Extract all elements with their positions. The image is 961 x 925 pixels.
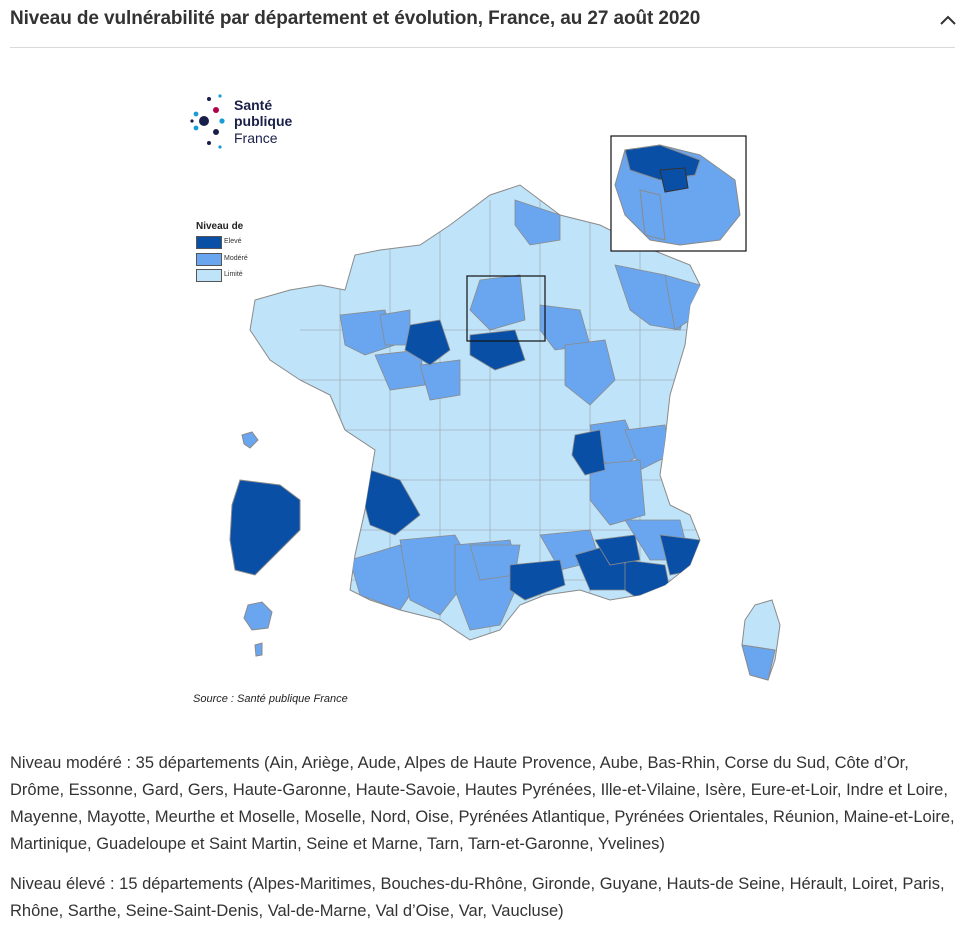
section-title: Niveau de vulnérabilité par département … [10,8,701,29]
legend-title: Niveau de [196,221,244,232]
legend-swatch-modere [196,253,222,266]
collapse-button[interactable] [934,6,961,34]
map-source: Source : Santé publique France [193,693,348,705]
high-level-description: Niveau élevé : 15 départements (Alpes-Ma… [10,875,945,920]
header-divider [10,47,955,48]
legend-label-eleve: Elevé [224,238,242,245]
logo-line-sante: Santé [234,97,273,113]
legend-label-limite: Limité [224,271,243,278]
sante-publique-logo-icon [190,94,225,149]
legend-swatch-limite [196,269,222,282]
legend-swatch-eleve [196,236,222,249]
legend-label-modere: Modéré [224,255,248,262]
chevron-up-icon [940,15,956,25]
logo-line-france: France [234,130,278,146]
moderate-level-description: Niveau modéré : 35 départements (Ain, Ar… [10,754,955,853]
logo-line-publique: publique [234,113,293,129]
section-header: Niveau de vulnérabilité par département … [0,0,961,48]
